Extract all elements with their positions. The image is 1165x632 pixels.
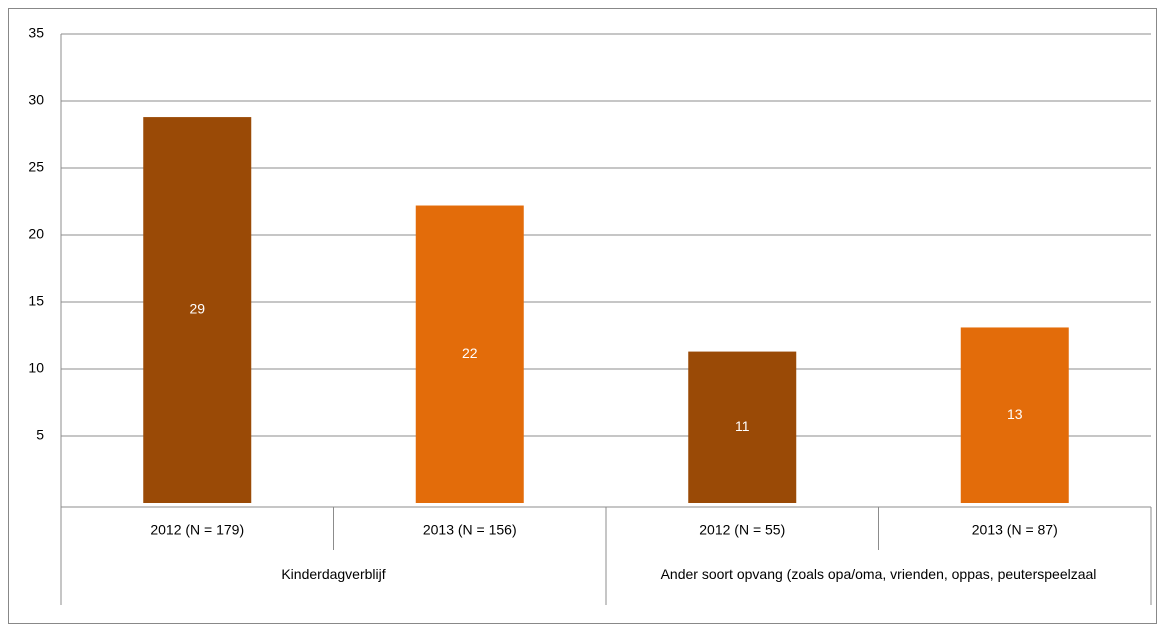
- bar: [688, 351, 797, 503]
- y-tick-label: 35: [28, 25, 44, 41]
- data-label: 29: [189, 301, 205, 317]
- x-tick-label: 2012 (N = 55): [699, 522, 785, 538]
- data-label: 13: [1007, 406, 1023, 422]
- x-tick-label: 2013 (N = 87): [972, 522, 1058, 538]
- x-tick-label: 2013 (N = 156): [423, 522, 517, 538]
- y-tick-label: 15: [28, 293, 44, 309]
- y-tick-label: 30: [28, 92, 44, 108]
- bar: [143, 117, 252, 503]
- bar: [415, 205, 524, 503]
- data-label: 22: [462, 345, 478, 361]
- y-tick-label: 20: [28, 226, 44, 242]
- y-tick-label: 25: [28, 159, 44, 175]
- group-label: Ander soort opvang (zoals opa/oma, vrien…: [660, 566, 1097, 582]
- group-label: Kinderdagverblijf: [281, 566, 386, 582]
- y-tick-label: 5: [36, 427, 44, 443]
- bar: [960, 327, 1069, 503]
- x-tick-label: 2012 (N = 179): [150, 522, 244, 538]
- y-tick-label: 10: [28, 360, 44, 376]
- data-label: 11: [735, 418, 750, 434]
